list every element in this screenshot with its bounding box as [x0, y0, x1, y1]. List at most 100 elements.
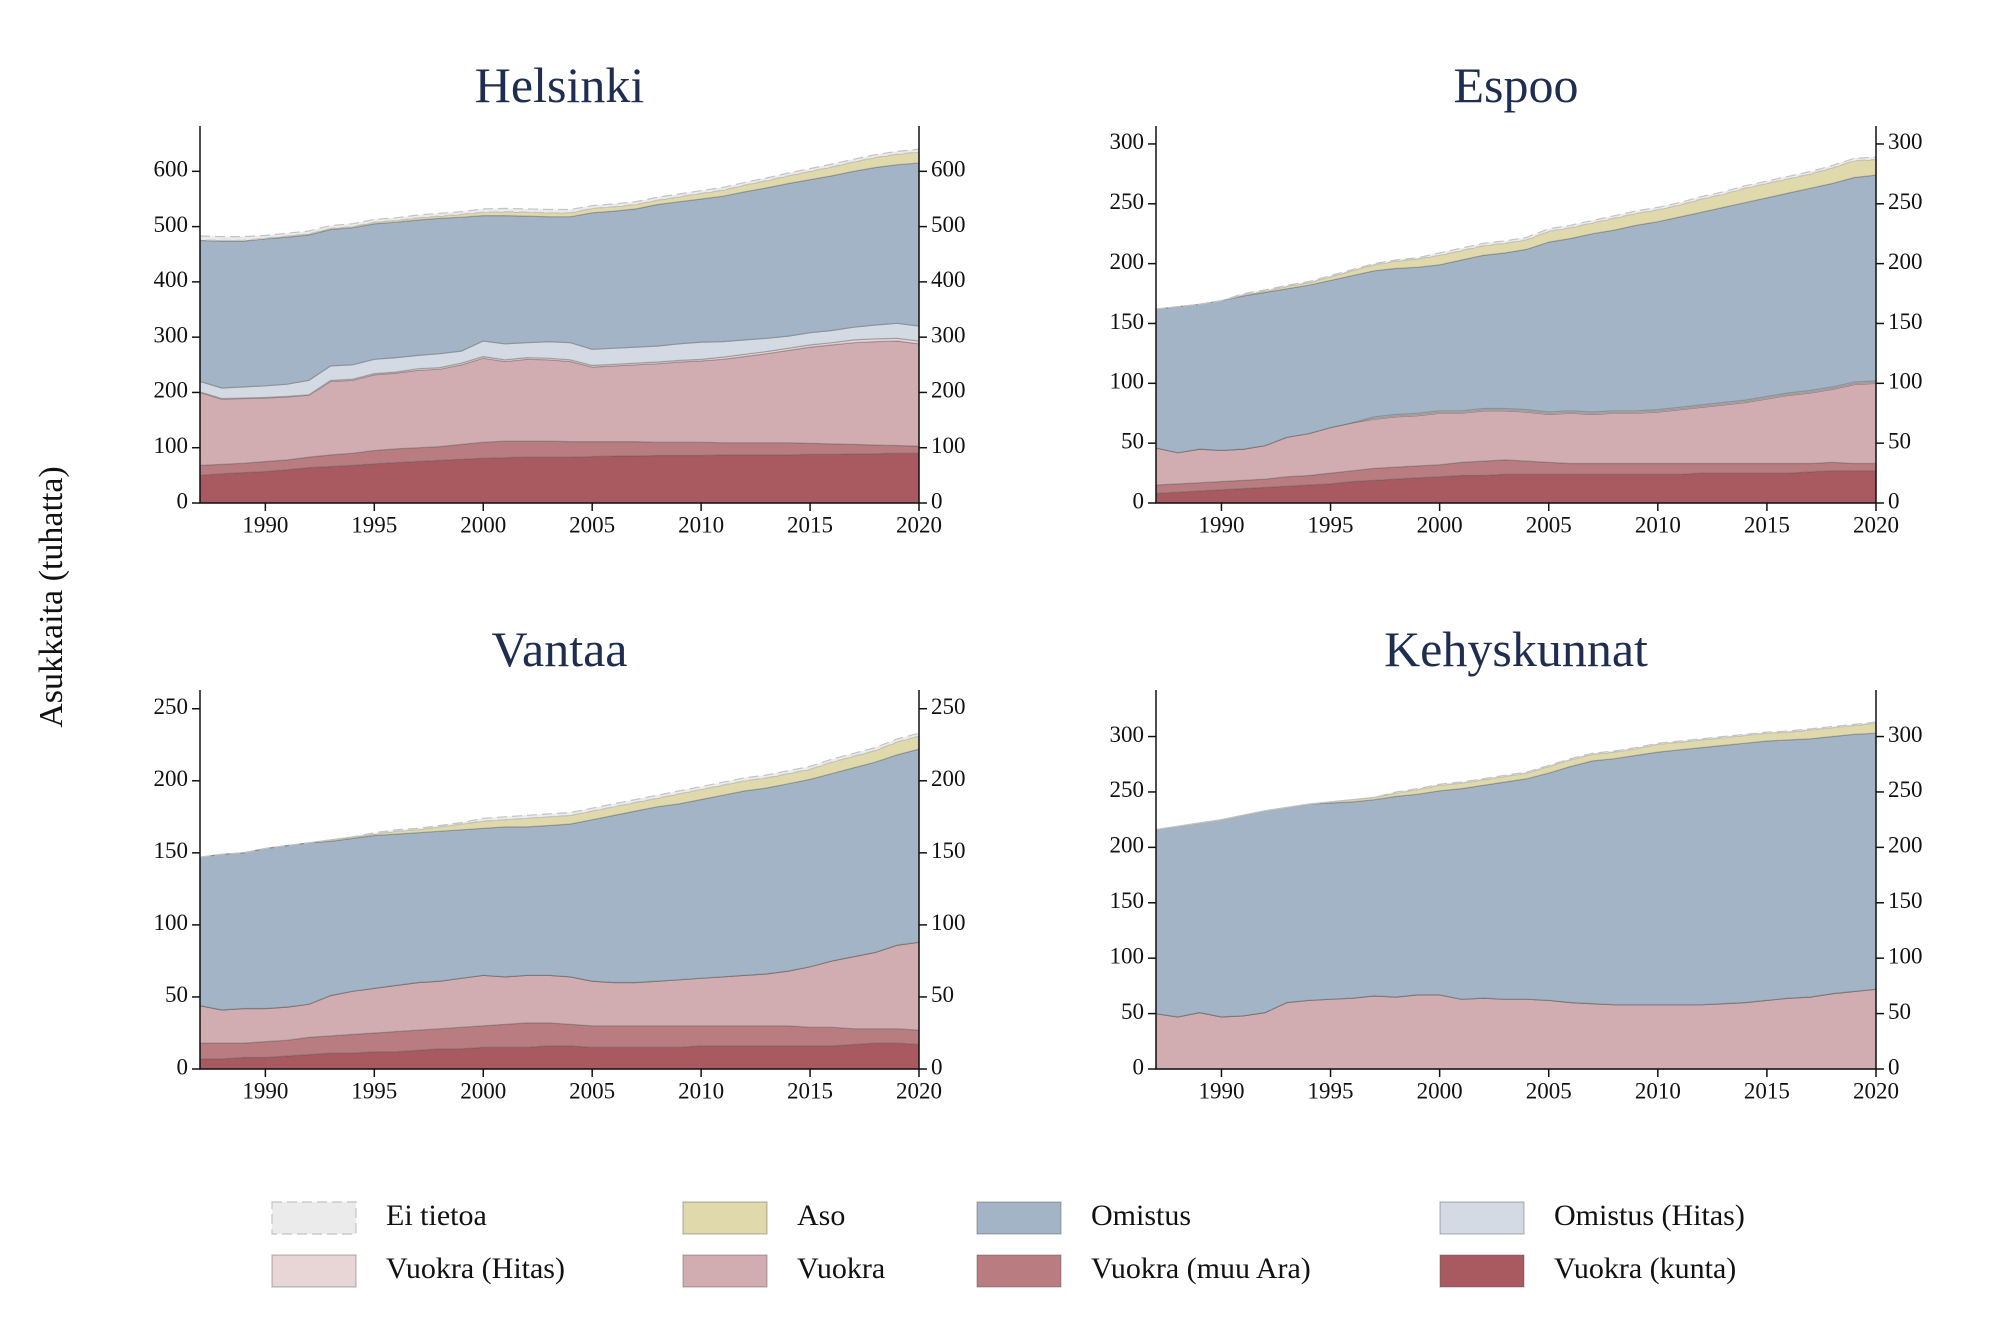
y-tick-label: 50 [1888, 428, 1911, 453]
x-tick-label: 1990 [1198, 512, 1244, 537]
y-tick-label: 100 [931, 433, 966, 458]
y-tick-label: 500 [931, 212, 966, 237]
y-tick-label: 0 [931, 1054, 943, 1079]
x-tick-label: 2020 [896, 1078, 942, 1103]
x-tick-label: 2005 [1526, 512, 1572, 537]
x-tick-label: 2010 [678, 512, 724, 537]
x-tick-label: 1995 [351, 512, 397, 537]
y-tick-label: 0 [1133, 1054, 1145, 1079]
legend-swatch [1439, 1254, 1525, 1288]
y-tick-label: 150 [1888, 888, 1923, 913]
x-tick-label: 2000 [460, 512, 506, 537]
x-tick-label: 2020 [1853, 1078, 1899, 1103]
y-tick-label: 0 [177, 488, 189, 513]
x-tick-label: 2005 [569, 1078, 615, 1103]
legend-label: Omistus [1091, 1199, 1191, 1232]
y-tick-label: 200 [931, 378, 966, 403]
x-tick-label: 2020 [1853, 512, 1899, 537]
y-tick-label: 0 [1888, 1054, 1900, 1079]
y-tick-label: 50 [931, 982, 954, 1007]
legend-label: Ei tietoa [386, 1199, 487, 1232]
y-tick-label: 100 [154, 910, 189, 935]
y-tick-label: 200 [154, 378, 189, 403]
chart-title: Helsinki [475, 57, 644, 113]
y-tick-label: 200 [931, 766, 966, 791]
x-tick-label: 2005 [569, 512, 615, 537]
y-tick-label: 50 [1121, 999, 1144, 1024]
y-tick-label: 500 [154, 212, 189, 237]
x-tick-label: 2015 [787, 1078, 833, 1103]
y-tick-label: 0 [1888, 488, 1900, 513]
x-tick-label: 2015 [1744, 512, 1790, 537]
y-tick-label: 400 [931, 267, 966, 292]
y-tick-label: 150 [1110, 888, 1145, 913]
y-tick-label: 250 [154, 694, 189, 719]
y-tick-label: 200 [154, 766, 189, 791]
y-tick-label: 250 [1888, 189, 1923, 214]
y-tick-label: 100 [1888, 943, 1923, 968]
x-tick-label: 1995 [351, 1078, 397, 1103]
x-tick-label: 1990 [242, 512, 288, 537]
axis-spines [199, 126, 920, 504]
x-tick-label: 1990 [1198, 1078, 1244, 1103]
x-tick-label: 2005 [1526, 1078, 1572, 1103]
y-tick-label: 250 [1888, 777, 1923, 802]
legend-swatch [271, 1254, 357, 1288]
legend-label: Vuokra (muu Ara) [1091, 1252, 1311, 1285]
y-tick-label: 300 [1110, 722, 1145, 747]
y-tick-label: 50 [1888, 999, 1911, 1024]
legend-label: Vuokra (kunta) [1554, 1252, 1736, 1285]
y-tick-label: 600 [154, 157, 189, 182]
legend-label: Vuokra (Hitas) [386, 1252, 565, 1285]
legend-swatch [976, 1254, 1062, 1288]
axis-spines [1155, 690, 1877, 1070]
y-tick-label: 300 [154, 322, 189, 347]
chart-title: Espoo [1454, 57, 1579, 113]
x-tick-label: 2020 [896, 512, 942, 537]
x-tick-label: 1995 [1308, 512, 1354, 537]
y-tick-label: 150 [1110, 309, 1145, 334]
x-tick-label: 2000 [460, 1078, 506, 1103]
x-tick-label: 2000 [1417, 1078, 1463, 1103]
y-tick-label: 300 [1888, 129, 1923, 154]
y-tick-label: 150 [154, 838, 189, 863]
x-tick-label: 2010 [1635, 1078, 1681, 1103]
y-axis-label: Asukkaita (tuhatta) [33, 466, 70, 728]
y-tick-label: 600 [931, 157, 966, 182]
y-tick-label: 200 [1888, 249, 1923, 274]
y-tick-label: 150 [1888, 309, 1923, 334]
x-tick-label: 1995 [1308, 1078, 1354, 1103]
y-tick-label: 400 [154, 267, 189, 292]
legend-swatch [682, 1201, 768, 1235]
y-tick-label: 250 [1110, 189, 1145, 214]
axis-spines [1155, 126, 1877, 504]
y-tick-label: 0 [931, 488, 943, 513]
x-tick-label: 2000 [1417, 512, 1463, 537]
y-tick-label: 0 [1133, 488, 1145, 513]
legend-swatch [1439, 1201, 1525, 1235]
y-tick-label: 200 [1110, 249, 1145, 274]
y-tick-label: 300 [1888, 722, 1923, 747]
x-tick-label: 2010 [1635, 512, 1681, 537]
axis-spines [199, 690, 920, 1070]
y-tick-label: 0 [177, 1054, 189, 1079]
x-tick-label: 2010 [678, 1078, 724, 1103]
x-tick-label: 2015 [787, 512, 833, 537]
chart-title: Kehyskunnat [1384, 621, 1648, 677]
y-tick-label: 50 [165, 982, 188, 1007]
legend-label: Vuokra [797, 1252, 885, 1285]
y-tick-label: 250 [931, 694, 966, 719]
y-tick-label: 100 [931, 910, 966, 935]
y-tick-label: 50 [1121, 428, 1144, 453]
y-tick-label: 300 [1110, 129, 1145, 154]
y-tick-label: 100 [1110, 943, 1145, 968]
y-tick-label: 250 [1110, 777, 1145, 802]
y-tick-label: 100 [154, 433, 189, 458]
legend-swatch [682, 1254, 768, 1288]
x-tick-label: 2015 [1744, 1078, 1790, 1103]
y-tick-label: 200 [1888, 833, 1923, 858]
legend-label: Omistus (Hitas) [1554, 1199, 1745, 1232]
x-tick-label: 1990 [242, 1078, 288, 1103]
y-tick-label: 100 [1110, 369, 1145, 394]
